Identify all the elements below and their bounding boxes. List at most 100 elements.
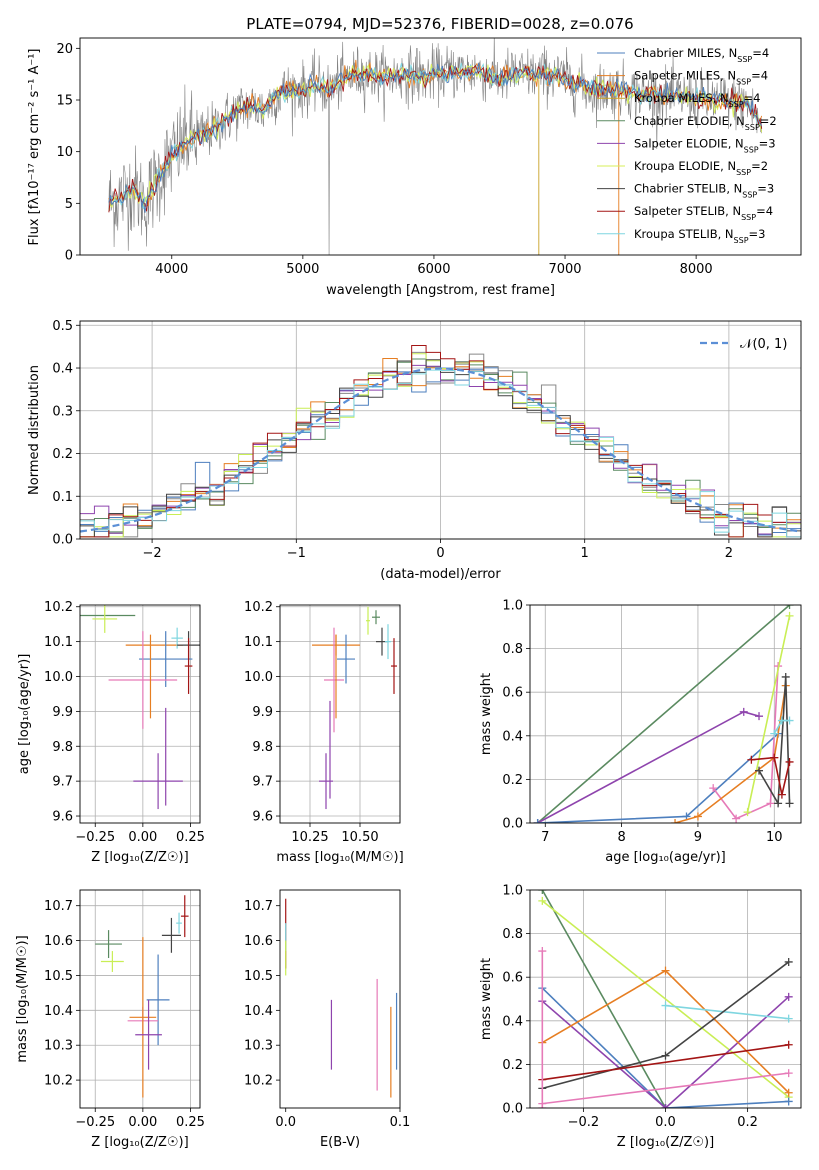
- series-marker: [747, 755, 756, 764]
- residuals-axes: −2 −1 0 1 2 0.0 0.1 0.2 0.3 0.4 0.5: [52, 319, 802, 561]
- y-tick-label: 0.1: [52, 490, 73, 505]
- spectrum-legend: Chabrier MILES, NSSP=4 Salpeter MILES, NS…: [597, 46, 777, 244]
- histogram-line: [80, 361, 801, 535]
- mw_vs_age-axes: 7 8 9 10 0.0 0.2 0.4 0.6 0.8 1.0: [502, 599, 801, 845]
- y-tick-label: 9.9: [52, 705, 73, 720]
- legend-label: Chabrier MILES, NSSP=4: [634, 46, 769, 64]
- histogram-line: [80, 359, 801, 538]
- series-marker: [661, 1051, 670, 1060]
- x-tick-label: 10.50: [341, 830, 378, 845]
- y-tick-label: 10.2: [244, 600, 273, 615]
- series-marker: [774, 799, 783, 808]
- x-tick-label: 0.25: [176, 1115, 205, 1130]
- y-tick-label: 0.2: [502, 773, 523, 788]
- series-marker: [739, 707, 748, 716]
- y-tick-label: 0.0: [502, 817, 523, 832]
- series-line: [542, 1043, 789, 1081]
- residuals-y-label: Normed distribution: [27, 365, 42, 495]
- x-tick-label: 0.00: [128, 830, 157, 845]
- x-tick-label: 0.0: [655, 1115, 676, 1130]
- model-fit-line: [108, 63, 763, 213]
- series-marker: [784, 1097, 793, 1106]
- series-line: [541, 987, 789, 1108]
- series-marker: [781, 672, 790, 681]
- spectrum-axes: 4000 5000 6000 7000 8000 0 5 10 15 20: [56, 38, 763, 277]
- x-tick-label: 0.25: [176, 830, 205, 845]
- residuals-legend: 𝒩(0, 1): [700, 337, 787, 352]
- series-line: [537, 605, 791, 823]
- series-marker: [777, 790, 786, 799]
- mass_vs_Z-x-label: Z [log₁₀(Z/Z☉)]: [91, 1135, 188, 1150]
- series-marker: [766, 799, 775, 808]
- mw_vs_age-x-label: age [log₁₀(age/yr)]: [605, 850, 726, 865]
- y-tick-label: 5: [65, 197, 73, 212]
- series-marker: [770, 753, 779, 762]
- series-marker: [538, 947, 547, 956]
- x-tick-label: 1: [581, 546, 589, 561]
- spectrum-x-label: wavelength [Angstrom, rest frame]: [326, 283, 555, 298]
- x-tick-label: −0.25: [75, 1115, 115, 1130]
- series-marker: [671, 819, 680, 823]
- age_vs_Z-frame: [79, 604, 201, 824]
- legend-label: Chabrier STELIB, NSSP=3: [634, 182, 774, 200]
- spectrum-y-label: Flux [fλ10⁻¹⁷ erg cm⁻² s⁻¹ A⁻¹]: [27, 49, 42, 246]
- y-tick-label: 9.8: [252, 740, 273, 755]
- histogram-line: [80, 369, 801, 538]
- age_vs_mass-x-label: mass [log₁₀(M/M☉)]: [276, 850, 403, 865]
- series-marker: [538, 896, 547, 905]
- series-marker: [538, 890, 547, 894]
- y-tick-label: 0.8: [502, 927, 523, 942]
- legend-label: 𝒩(0, 1): [740, 337, 787, 352]
- mass_vs_Z-y-label: mass [log₁₀(M/M☉)]: [15, 935, 30, 1062]
- gaussian-curve: [79, 367, 802, 533]
- series-marker: [784, 992, 793, 1001]
- y-tick-label: 10.2: [244, 1074, 273, 1089]
- x-tick-label: 8000: [680, 262, 713, 277]
- y-tick-label: 10.1: [244, 635, 273, 650]
- y-tick-label: 0.2: [52, 447, 73, 462]
- y-tick-label: 9.8: [52, 740, 73, 755]
- y-tick-label: 0.8: [502, 642, 523, 657]
- series-marker: [784, 957, 793, 966]
- x-tick-label: 7000: [548, 262, 581, 277]
- y-tick-label: 10.4: [244, 1004, 273, 1019]
- series-marker: [755, 766, 764, 775]
- series-marker: [661, 1104, 670, 1108]
- legend-label: Kroupa STELIB, NSSP=3: [634, 227, 765, 245]
- x-tick-label: 0.1: [390, 1115, 411, 1130]
- mass_vs_ebv-frame: [279, 889, 401, 1109]
- y-tick-label: 10.3: [44, 1039, 73, 1054]
- series-line: [537, 710, 760, 823]
- y-tick-label: 0.4: [502, 1014, 523, 1029]
- figure-title: PLATE=0794, MJD=52376, FIBERID=0028, z=0…: [246, 15, 633, 33]
- series-marker: [732, 814, 741, 823]
- series-marker: [784, 1088, 793, 1097]
- legend-label: Salpeter MILES, NSSP=4: [634, 69, 768, 87]
- y-tick-label: 10.2: [44, 600, 73, 615]
- x-tick-label: −0.25: [75, 830, 115, 845]
- spectrum-frame: [79, 37, 802, 256]
- age_vs_Z-y-label: age [log₁₀(age/yr)]: [17, 654, 32, 775]
- mw_vs_Z-axes: −0.2 0.0 0.2 0.0 0.2 0.4 0.6 0.8 1.0: [502, 884, 801, 1130]
- series-marker: [661, 966, 670, 975]
- legend-label: Chabrier ELODIE, NSSP=2: [634, 114, 777, 132]
- model-fit-line: [108, 63, 763, 211]
- x-tick-label: 0: [436, 546, 444, 561]
- y-tick-label: 15: [56, 94, 73, 109]
- series-marker: [533, 819, 542, 823]
- y-tick-label: 0.4: [52, 362, 73, 377]
- residuals-x-label: (data-model)/error: [380, 567, 501, 582]
- y-tick-label: 10.0: [244, 670, 273, 685]
- mw_vs_age-frame: [529, 604, 802, 824]
- x-tick-label: 4000: [155, 262, 188, 277]
- age_vs_mass-frame: [279, 604, 401, 824]
- x-tick-label: 10: [766, 830, 783, 845]
- series-marker: [693, 812, 702, 821]
- series-marker: [743, 808, 752, 817]
- series-marker: [785, 757, 794, 766]
- series-marker: [785, 605, 794, 609]
- series-marker: [785, 716, 794, 725]
- series-line: [665, 1004, 789, 1020]
- mass_vs_ebv-axes: 0.0 0.1 10.2 10.3 10.4 10.5 10.6 10.7: [244, 898, 411, 1130]
- series-line: [541, 996, 790, 1108]
